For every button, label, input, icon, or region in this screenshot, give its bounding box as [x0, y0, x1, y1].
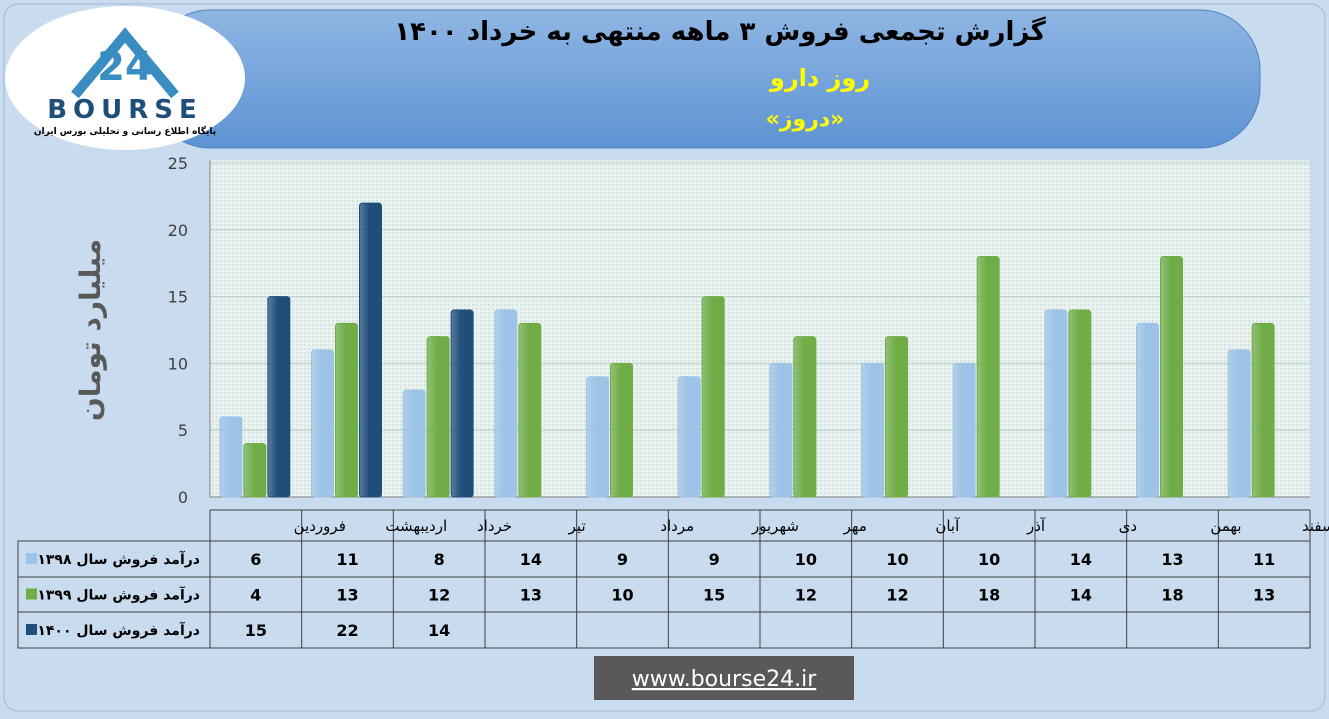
table-value: 11	[336, 550, 358, 569]
logo-name: BOURSE	[47, 95, 203, 125]
table-value: 15	[703, 586, 725, 605]
table-value: 12	[795, 586, 817, 605]
bar	[1227, 349, 1251, 498]
bar	[1136, 322, 1159, 498]
chart-subtitle: روز دارو	[769, 64, 870, 92]
plot-area	[210, 160, 1310, 497]
x-tick-label: فروردین	[294, 517, 346, 535]
bar	[243, 443, 267, 498]
legend-label: درآمد فروش سال ۱۳۹۸	[37, 550, 200, 568]
table-value: 13	[336, 586, 358, 605]
bar	[359, 202, 382, 498]
bar	[1160, 256, 1183, 498]
x-tick-label: اردیبهشت	[385, 517, 447, 535]
x-tick-label: تیر	[568, 517, 586, 535]
legend-label: درآمد فروش سال ۱۴۰۰	[37, 621, 200, 639]
bar	[450, 309, 474, 498]
y-tick-label: 10	[168, 354, 188, 373]
bar	[610, 362, 633, 498]
table-value: 22	[336, 621, 358, 640]
table-value: 10	[611, 586, 633, 605]
bar	[1251, 322, 1275, 498]
x-tick-label: اسفند	[1302, 517, 1329, 535]
bar	[952, 362, 976, 498]
y-tick-label: 5	[178, 421, 188, 440]
table-value: 4	[250, 586, 261, 605]
bar	[885, 336, 908, 498]
website-box	[594, 656, 854, 700]
table-value: 11	[1253, 550, 1275, 569]
bar	[1068, 309, 1092, 498]
legend-swatch	[26, 624, 37, 635]
table-value: 10	[886, 550, 908, 569]
table-value: 6	[250, 550, 261, 569]
bar	[494, 309, 518, 498]
table-legend-bg	[17, 540, 211, 649]
table-value: 14	[520, 550, 542, 569]
table-value: 9	[709, 550, 720, 569]
bar	[267, 296, 291, 498]
bar	[518, 322, 542, 498]
table-value: 13	[520, 586, 542, 605]
x-tick-label: مهر	[843, 517, 867, 535]
table-value: 13	[1161, 550, 1183, 569]
bar	[861, 362, 884, 498]
logo-mark: 24	[97, 44, 153, 90]
bar	[1044, 309, 1068, 498]
table-value: 14	[1070, 586, 1092, 605]
table-value: 12	[886, 586, 908, 605]
table-value: 12	[428, 586, 450, 605]
y-axis-label: میلیارد تومان	[74, 239, 107, 421]
x-tick-label: آذر	[1026, 517, 1046, 535]
x-tick-label: بهمن	[1210, 517, 1241, 535]
x-tick-label: خرداد	[477, 517, 512, 535]
x-tick-label: شهریور	[751, 517, 799, 535]
table-value: 14	[428, 621, 450, 640]
table-value: 10	[978, 550, 1000, 569]
x-tick-label: دی	[1119, 517, 1137, 535]
logo-tagline: پایگاه اطلاع رسانی و تحلیلی بورس ایران	[34, 125, 216, 137]
legend-swatch	[26, 588, 37, 600]
bar	[701, 296, 725, 498]
bar	[335, 322, 358, 498]
table-value: 18	[978, 586, 1000, 605]
table-value: 14	[1070, 550, 1092, 569]
bar	[976, 256, 1000, 498]
bar	[426, 336, 450, 498]
legend-swatch	[26, 553, 37, 564]
table-value: 18	[1161, 586, 1183, 605]
bar	[586, 376, 609, 498]
bar	[402, 389, 426, 498]
y-tick-label: 0	[178, 488, 188, 507]
y-tick-label: 15	[168, 288, 188, 307]
table-value: 8	[434, 550, 445, 569]
y-tick-label: 25	[168, 154, 188, 173]
logo-shape	[71, 27, 179, 99]
x-tick-label: مرداد	[660, 517, 694, 535]
table-value: 10	[795, 550, 817, 569]
logo-bg	[5, 6, 245, 150]
table-value: 13	[1253, 586, 1275, 605]
bar	[677, 376, 701, 498]
symbol: «دروز»	[766, 107, 845, 132]
table-value: 15	[245, 621, 267, 640]
legend-label: درآمد فروش سال ۱۳۹۹	[37, 586, 200, 604]
bar	[311, 349, 334, 498]
table-value: 9	[617, 550, 628, 569]
chart-title: گزارش تجمعی فروش ۳ ماهه منتهی به خرداد ۱…	[394, 16, 1046, 47]
bar	[219, 416, 243, 498]
bar	[793, 336, 817, 498]
x-tick-label: آبان	[935, 517, 960, 535]
y-tick-label: 20	[168, 221, 188, 240]
bar	[769, 362, 793, 498]
website: www.bourse24.ir	[632, 667, 817, 692]
